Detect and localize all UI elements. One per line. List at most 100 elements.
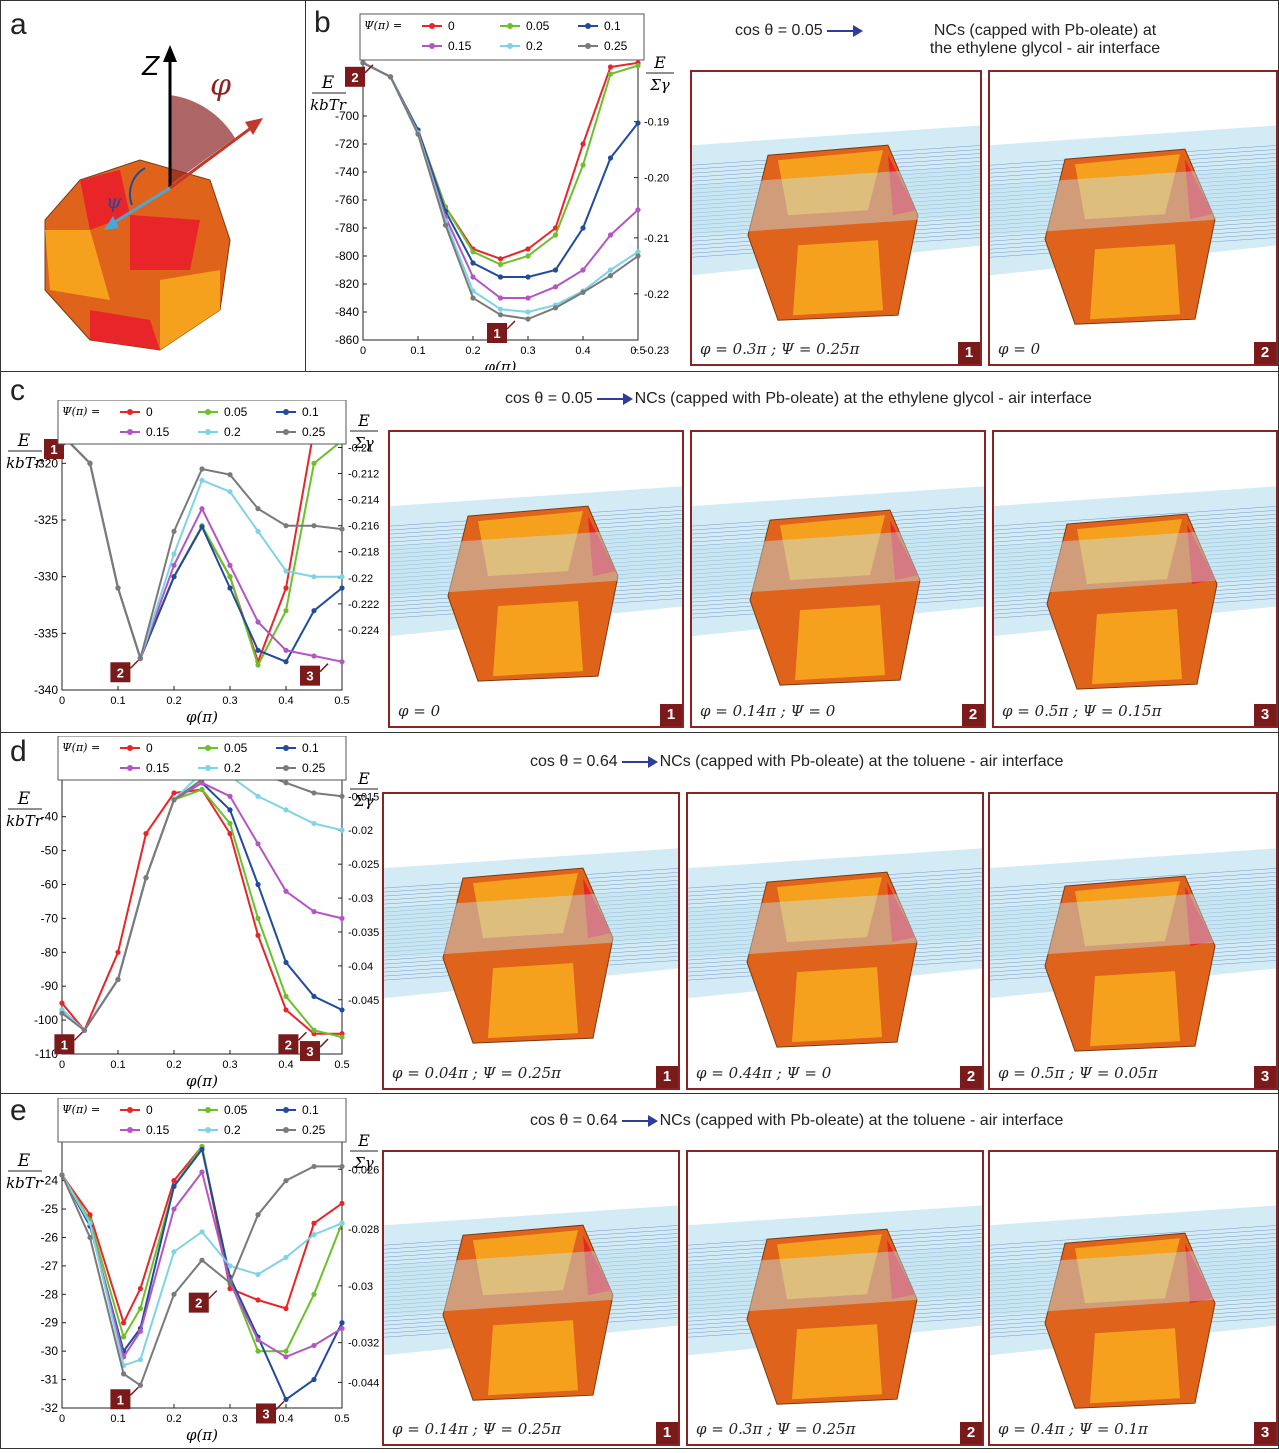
crystal-face (588, 516, 616, 577)
data-point (607, 267, 614, 273)
legend-swatch-dot (127, 409, 133, 415)
y2-tick-label: -0.224 (348, 625, 379, 637)
snapshot-label: φ = 0.14π ; Ψ = 0.25π (392, 1420, 561, 1438)
liquid-overlay (990, 1245, 1276, 1316)
data-point (635, 249, 641, 255)
liquid-overlay (688, 1245, 982, 1316)
data-point (360, 60, 366, 66)
snapshot-b-1: φ = 0.3π ; Ψ = 0.25π 1 (690, 70, 982, 366)
x-axis-label: φ(π) (186, 1072, 218, 1090)
data-point (552, 232, 559, 238)
crystal-face (890, 520, 918, 581)
y-axis-label-denominator: kbTr (310, 96, 347, 114)
phi-vector (169, 123, 256, 190)
crystal-face (1077, 519, 1182, 585)
y2-tick-label: -0.025 (348, 859, 379, 871)
legend-swatch-dot (205, 745, 211, 751)
legend-swatch-dot (429, 23, 435, 29)
liquid-overlay (688, 888, 982, 959)
data-point (171, 574, 177, 580)
legend-swatch-dot (283, 1127, 289, 1133)
data-point (387, 74, 394, 80)
data-point (607, 71, 614, 77)
snapshot-c-1: φ = 0 1 (388, 430, 684, 728)
data-point (339, 793, 345, 799)
data-point (227, 585, 233, 591)
legend-label: 0.2 (526, 39, 543, 53)
data-point (283, 993, 289, 999)
data-point (87, 1234, 93, 1241)
data-point (311, 1376, 317, 1383)
data-point (339, 1200, 345, 1206)
data-point (143, 831, 149, 837)
y2-axis-label-numerator: E (357, 411, 370, 430)
data-point (339, 574, 345, 580)
caption-interface: NCs (capped with Pb-oleate) at the ethyl… (634, 390, 1092, 407)
data-point (339, 1163, 345, 1170)
legend-frame (57, 735, 347, 781)
y2-tick-label: -0.032 (348, 1338, 379, 1350)
data-point (470, 274, 476, 280)
data-point (227, 472, 233, 478)
legend-label: 0 (146, 1103, 153, 1117)
y2-tick-label: -0.04 (348, 961, 373, 973)
y-tick-label: -60 (41, 877, 59, 891)
y-tick-label: -860 (335, 333, 359, 347)
data-point (283, 807, 289, 813)
y2-tick-label: -0.218 (348, 547, 379, 559)
y2-tick-label: -0.212 (348, 469, 379, 481)
y-tick-label: -100 (34, 1013, 58, 1027)
legend-label: 0.05 (224, 1103, 248, 1117)
interface-render (692, 125, 980, 321)
data-point (199, 506, 205, 512)
data-point (442, 222, 449, 228)
y2-tick-label: -0.20 (644, 173, 669, 185)
legend-label: 0.25 (604, 39, 628, 53)
panel-letter-c: c (10, 374, 25, 407)
x-tick-label: 0.4 (278, 1059, 293, 1071)
plot-frame (61, 1137, 343, 1409)
state-marker-box (300, 1041, 320, 1062)
data-point (255, 647, 261, 653)
data-point (311, 1163, 317, 1170)
data-point (227, 793, 233, 799)
data-point (137, 1382, 143, 1388)
phi-vector-head (245, 118, 263, 135)
snapshot-d-3: φ = 0.5π ; Ψ = 0.05π 3 (988, 792, 1278, 1090)
data-point (525, 253, 531, 259)
state-marker-arrow (208, 1290, 218, 1300)
state-marker-box (487, 323, 507, 343)
y2-tick-label: -0.028 (348, 1224, 379, 1236)
data-point (497, 306, 504, 312)
data-point (497, 274, 504, 280)
data-point (311, 574, 317, 580)
legend-swatch-dot (283, 745, 289, 751)
snapshot-e-2: φ = 0.3π ; Ψ = 0.25π 2 (686, 1150, 984, 1446)
legend-label: 0.25 (302, 425, 326, 439)
legend-swatch-dot (205, 765, 211, 771)
state-marker-arrow (129, 1386, 139, 1396)
caption-interface: NCs (capped with Pb-oleate) at the tolue… (659, 1112, 1064, 1129)
data-point (580, 162, 586, 168)
crystal-face (488, 963, 578, 1039)
data-point (255, 881, 261, 888)
data-point (497, 295, 504, 301)
legend-frame (57, 399, 347, 445)
legend-swatch-dot (205, 409, 211, 415)
data-point (59, 1172, 65, 1178)
x-axis-label: φ(π) (484, 358, 516, 370)
data-point (255, 841, 261, 847)
chart-c-svg: 0 0.1 0.2 0.3 0.4 0.5 -320 -325 -330 -335 -340 -0.2… (6, 399, 379, 726)
data-point (415, 131, 421, 137)
legend-label: 0.1 (302, 1103, 319, 1117)
data-point (339, 915, 345, 921)
legend-title: Ψ(π) = (62, 1103, 100, 1116)
liquid-overlay (990, 888, 1276, 959)
liquid-overlay (994, 526, 1276, 597)
legend-swatch-dot (283, 429, 289, 435)
data-point (283, 647, 289, 653)
legend-label: 0.05 (526, 19, 550, 33)
legend-label: 0 (146, 405, 153, 419)
y-axis-label-numerator: E (17, 789, 31, 809)
y-axis-label-denominator: kbTr (6, 1174, 43, 1192)
